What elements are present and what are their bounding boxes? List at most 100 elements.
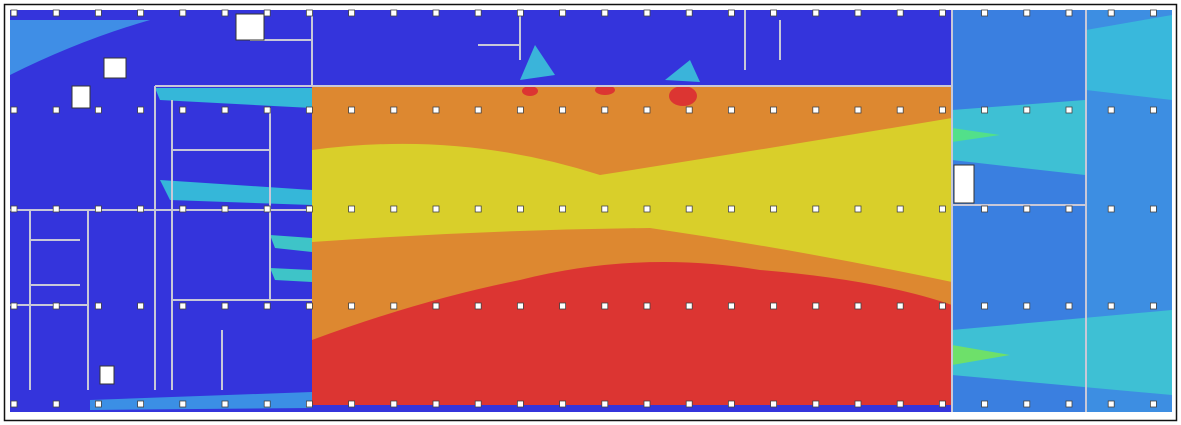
column (138, 10, 144, 16)
column (560, 401, 566, 407)
column (1024, 303, 1030, 309)
column (264, 401, 270, 407)
column (1108, 303, 1114, 309)
column (306, 107, 312, 113)
column (728, 206, 734, 212)
column (264, 107, 270, 113)
column (813, 303, 819, 309)
column (686, 107, 692, 113)
column (517, 107, 523, 113)
column (264, 206, 270, 212)
column (686, 206, 692, 212)
column (53, 401, 59, 407)
column (855, 10, 861, 16)
column (771, 401, 777, 407)
column (1108, 401, 1114, 407)
column (813, 206, 819, 212)
column (1024, 10, 1030, 16)
column (982, 206, 988, 212)
column (728, 303, 734, 309)
column (855, 107, 861, 113)
column (1150, 401, 1156, 407)
column (1108, 107, 1114, 113)
column (53, 303, 59, 309)
column (897, 303, 903, 309)
column (1150, 10, 1156, 16)
column (475, 206, 481, 212)
column (939, 206, 945, 212)
column (180, 10, 186, 16)
column (939, 401, 945, 407)
column (349, 10, 355, 16)
column (264, 303, 270, 309)
column (982, 107, 988, 113)
signal-spill (270, 268, 312, 282)
column (53, 206, 59, 212)
column (813, 10, 819, 16)
column (138, 107, 144, 113)
column (95, 10, 101, 16)
column (686, 401, 692, 407)
column (475, 303, 481, 309)
column (1066, 303, 1072, 309)
column (560, 107, 566, 113)
column (1024, 401, 1030, 407)
column (855, 303, 861, 309)
column (813, 107, 819, 113)
column (95, 107, 101, 113)
column (11, 206, 17, 212)
column (349, 206, 355, 212)
column (560, 206, 566, 212)
column (1066, 206, 1072, 212)
column (855, 206, 861, 212)
column (433, 303, 439, 309)
column (180, 206, 186, 212)
column (95, 303, 101, 309)
column (138, 401, 144, 407)
column (560, 10, 566, 16)
column (1066, 401, 1072, 407)
column (517, 10, 523, 16)
column (1066, 107, 1072, 113)
column (560, 303, 566, 309)
column (517, 303, 523, 309)
column (602, 206, 608, 212)
column (855, 401, 861, 407)
column (939, 10, 945, 16)
column (138, 303, 144, 309)
column (1024, 107, 1030, 113)
column (391, 303, 397, 309)
column (1150, 303, 1156, 309)
column (686, 303, 692, 309)
column (475, 401, 481, 407)
column (306, 10, 312, 16)
column (728, 107, 734, 113)
column (1108, 10, 1114, 16)
column (53, 10, 59, 16)
column (391, 206, 397, 212)
column (771, 10, 777, 16)
signal-spill (1086, 15, 1172, 100)
column (644, 303, 650, 309)
column (264, 10, 270, 16)
column (686, 10, 692, 16)
column (11, 401, 17, 407)
column (306, 303, 312, 309)
column (222, 107, 228, 113)
column (644, 401, 650, 407)
column (53, 107, 59, 113)
column (644, 206, 650, 212)
column (602, 401, 608, 407)
column (1150, 206, 1156, 212)
column (349, 303, 355, 309)
column (602, 303, 608, 309)
column (11, 303, 17, 309)
column (349, 107, 355, 113)
column (180, 401, 186, 407)
column (391, 401, 397, 407)
column (180, 107, 186, 113)
column (982, 10, 988, 16)
room-block (236, 14, 264, 40)
column (982, 401, 988, 407)
column (982, 303, 988, 309)
